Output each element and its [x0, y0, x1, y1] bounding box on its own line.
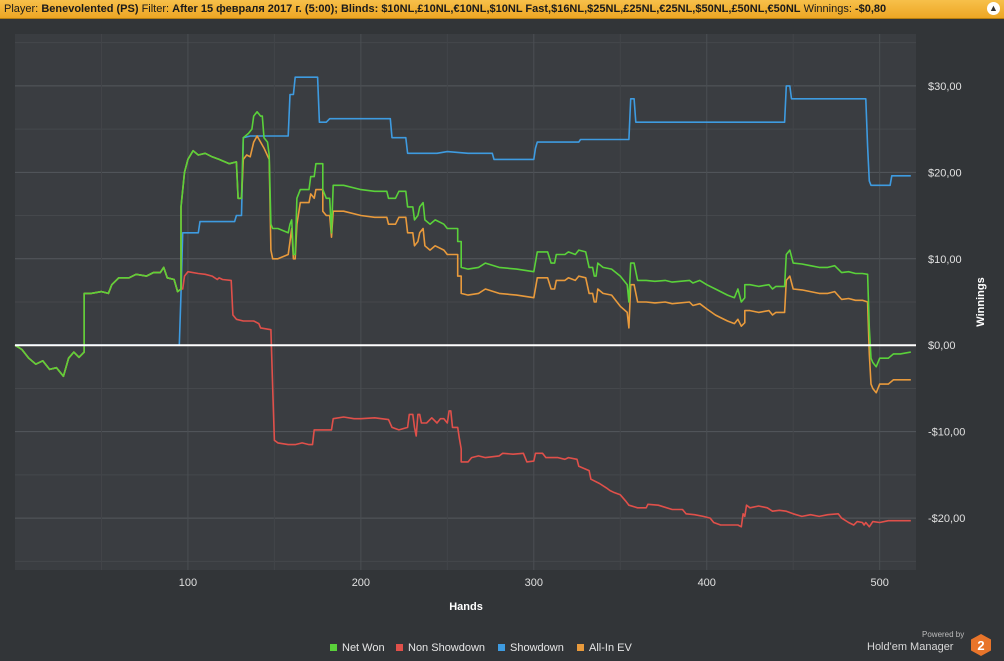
legend-item-showdown[interactable]: Showdown	[498, 642, 564, 654]
legend-item-all-in-ev[interactable]: All-In EV	[577, 642, 632, 654]
x-tick-label: 300	[525, 577, 543, 589]
y-tick-label: -$10,00	[928, 427, 965, 439]
y-tick-label: $30,00	[928, 81, 962, 93]
legend-swatch	[498, 644, 505, 651]
x-tick-label: 500	[871, 577, 889, 589]
x-axis-label: Hands	[449, 601, 483, 613]
legend-swatch	[577, 644, 584, 651]
svg-text:2: 2	[977, 638, 984, 653]
series-lines	[14, 76, 911, 528]
x-tick-label: 400	[698, 577, 716, 589]
player-value: Benevolented (PS)	[41, 3, 139, 15]
filter-label: Filter:	[141, 3, 170, 15]
winnings-label: Winnings:	[803, 3, 852, 15]
x-tick-label: 200	[352, 577, 370, 589]
legend-swatch	[396, 644, 403, 651]
series-line-net-won	[14, 111, 911, 378]
winnings-value: -$0,80	[854, 3, 887, 15]
player-label: Player:	[4, 3, 39, 15]
legend-swatch	[330, 644, 337, 651]
y-tick-label: $20,00	[928, 167, 962, 179]
legend-label: Showdown	[510, 642, 564, 654]
legend-label: Net Won	[342, 642, 385, 654]
x-tick-label: 100	[179, 577, 197, 589]
x-axis: 100 200 300 400 500	[179, 577, 889, 589]
y-tick-label: -$20,00	[928, 513, 965, 525]
winnings-chart: 100 200 300 400 500 $30,00 $20,00 $10,00 $0,00 -…	[14, 34, 987, 613]
chevron-up-icon[interactable]: ▲	[987, 2, 1000, 15]
series-line-showdown	[15, 76, 911, 346]
y-tick-label: $10,00	[928, 254, 962, 266]
legend-label: All-In EV	[589, 642, 632, 654]
hem2-logo-icon: 2	[971, 634, 991, 656]
grid-lines	[15, 34, 916, 570]
legend-label: Non Showdown	[408, 642, 486, 654]
filter-header-bar: Player: Benevolented (PS) Filter: After …	[0, 0, 1004, 19]
legend-item-non-showdown[interactable]: Non Showdown	[396, 642, 485, 654]
y-tick-label: $0,00	[928, 340, 956, 352]
y-axis: $30,00 $20,00 $10,00 $0,00 -$10,00 -$20,00	[928, 81, 965, 525]
y-axis-label: Winnings	[975, 277, 987, 326]
brand-name: Hold'em Manager	[867, 641, 954, 653]
powered-by-text: Powered by	[922, 630, 965, 639]
filter-value: After 15 февраля 2017 г. (5:00); Blinds:…	[172, 3, 801, 15]
legend-item-net-won[interactable]: Net Won	[330, 642, 385, 654]
